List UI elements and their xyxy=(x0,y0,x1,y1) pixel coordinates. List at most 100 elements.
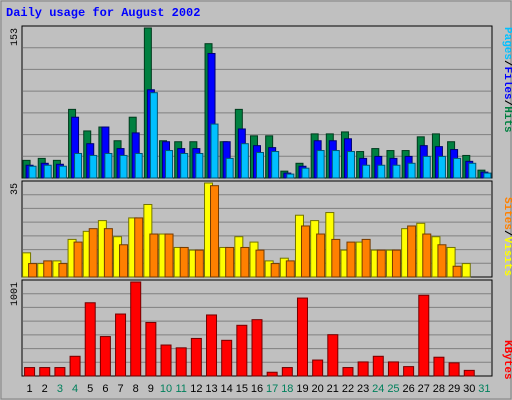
bar-sites-day-18 xyxy=(285,260,295,278)
legend-slash: / xyxy=(501,60,512,67)
bar-sites-day-23 xyxy=(361,238,371,278)
bar-pages-day-5 xyxy=(89,154,98,179)
x-tick-day-7: 7 xyxy=(117,383,123,395)
bar-pages-day-20 xyxy=(316,150,325,179)
legend-slash: / xyxy=(501,100,512,107)
x-tick-day-8: 8 xyxy=(133,383,139,395)
y-axis-max-label: 35 xyxy=(10,183,21,195)
y-axis-max-label: 1001 xyxy=(10,282,21,306)
legend-pages: Pages xyxy=(501,27,512,60)
bar-sites-day-19 xyxy=(300,225,310,278)
legend-slash: / xyxy=(501,230,512,237)
bar-sites-day-15 xyxy=(240,246,250,278)
bar-kbytes-day-27 xyxy=(418,294,430,377)
x-tick-day-24: 24 xyxy=(372,383,384,395)
x-tick-day-15: 15 xyxy=(236,383,248,395)
bar-pages-day-31 xyxy=(483,172,492,179)
bar-pages-day-22 xyxy=(346,151,355,179)
bar-pages-day-27 xyxy=(422,155,431,179)
bar-pages-day-21 xyxy=(331,150,340,179)
bar-pages-day-29 xyxy=(453,157,462,179)
x-tick-day-27: 27 xyxy=(418,383,430,395)
bar-kbytes-day-3 xyxy=(54,367,66,377)
x-tick-day-19: 19 xyxy=(296,383,308,395)
bar-pages-day-19 xyxy=(301,167,310,179)
bar-sites-day-22 xyxy=(346,241,356,278)
bar-sites-day-5 xyxy=(88,228,98,278)
x-tick-day-17: 17 xyxy=(266,383,278,395)
bar-pages-day-9 xyxy=(149,92,158,179)
bar-sites-day-27 xyxy=(422,233,432,278)
bar-sites-day-8 xyxy=(134,217,144,278)
bar-kbytes-day-12 xyxy=(190,337,202,377)
bar-pages-day-10 xyxy=(165,150,174,179)
bar-pages-day-17 xyxy=(271,151,280,179)
bar-kbytes-day-22 xyxy=(342,367,354,377)
bar-pages-day-8 xyxy=(134,152,143,179)
bar-kbytes-day-20 xyxy=(312,359,324,377)
bar-visits-day-29 xyxy=(446,246,456,278)
x-tick-day-16: 16 xyxy=(251,383,263,395)
x-tick-day-12: 12 xyxy=(190,383,202,395)
chart-panels: 153 Pages/Files/Hits35Sites/Visits1001KBy… xyxy=(10,25,512,395)
bar-pages-day-15 xyxy=(240,143,249,179)
bar-sites-day-25 xyxy=(391,249,401,278)
bar-kbytes-day-4 xyxy=(69,355,81,377)
bar-kbytes-day-19 xyxy=(296,297,308,377)
bar-pages-day-2 xyxy=(43,164,52,179)
x-tick-day-28: 28 xyxy=(433,383,445,395)
bar-pages-day-23 xyxy=(362,164,371,179)
x-tick-day-31: 31 xyxy=(478,383,490,395)
bar-kbytes-day-9 xyxy=(145,321,157,377)
bar-sites-day-7 xyxy=(119,244,129,278)
bar-sites-day-10 xyxy=(164,233,174,278)
legend-hits: Hits xyxy=(501,106,512,132)
bar-kbytes-day-2 xyxy=(39,367,51,377)
legend-visits: Visits xyxy=(501,237,512,277)
legend-label: Sites/Visits xyxy=(501,197,512,276)
bar-sites-day-21 xyxy=(331,238,341,278)
bar-sites-day-6 xyxy=(103,228,113,278)
bar-kbytes-day-18 xyxy=(281,367,293,377)
bar-kbytes-day-25 xyxy=(387,361,399,377)
bar-kbytes-day-10 xyxy=(160,344,172,377)
legend-files: Files xyxy=(501,67,512,100)
x-tick-day-25: 25 xyxy=(387,383,399,395)
bar-kbytes-day-29 xyxy=(448,362,460,377)
bar-pages-day-18 xyxy=(286,173,295,179)
bar-kbytes-day-1 xyxy=(24,367,36,377)
x-tick-day-6: 6 xyxy=(102,383,108,395)
bar-pages-day-3 xyxy=(58,165,67,179)
bar-pages-day-1 xyxy=(28,165,37,179)
bar-sites-day-16 xyxy=(255,249,265,278)
bar-sites-day-4 xyxy=(73,241,83,278)
bar-kbytes-day-28 xyxy=(433,356,445,377)
bar-sites-day-26 xyxy=(407,225,417,278)
y-axis-max-label: 153 xyxy=(10,28,21,46)
bar-kbytes-day-15 xyxy=(236,324,248,377)
bar-pages-day-28 xyxy=(437,155,446,179)
bar-kbytes-day-17 xyxy=(266,371,278,377)
bar-kbytes-day-13 xyxy=(206,314,218,377)
x-tick-day-26: 26 xyxy=(402,383,414,395)
x-tick-day-9: 9 xyxy=(148,383,154,395)
x-tick-day-14: 14 xyxy=(221,383,233,395)
x-tick-day-21: 21 xyxy=(327,383,339,395)
bar-pages-day-12 xyxy=(195,152,204,179)
bar-pages-day-24 xyxy=(377,164,386,179)
bar-pages-day-16 xyxy=(256,152,264,179)
bar-sites-day-24 xyxy=(376,249,386,278)
bar-sites-day-11 xyxy=(179,246,189,278)
bar-sites-day-3 xyxy=(58,263,68,278)
panel-2: 35 Sites/Visits xyxy=(10,180,512,278)
bar-pages-day-14 xyxy=(225,157,234,179)
bar-sites-day-20 xyxy=(316,233,326,278)
bar-sites-day-17 xyxy=(270,263,280,278)
bar-sites-day-9 xyxy=(149,233,159,278)
bar-sites-day-1 xyxy=(28,263,38,278)
bar-pages-day-25 xyxy=(392,164,401,179)
x-tick-day-3: 3 xyxy=(57,383,63,395)
bar-pages-day-7 xyxy=(119,154,128,179)
